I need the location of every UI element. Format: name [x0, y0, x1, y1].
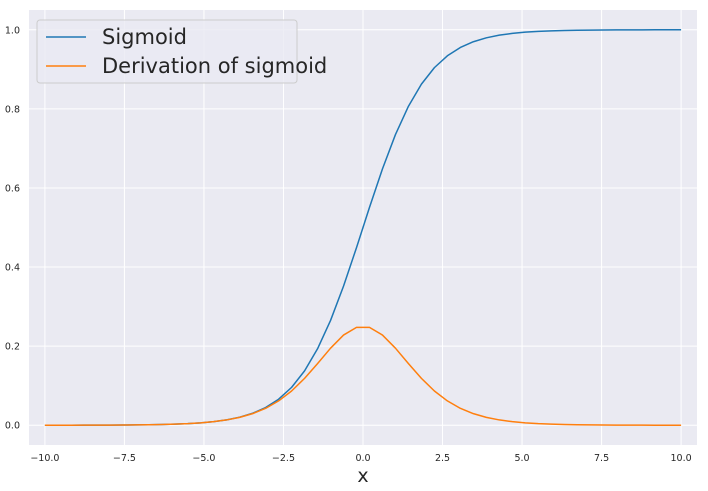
- x-tick-label: −10.0: [30, 453, 59, 464]
- sigmoid-derivative-line: [44, 326, 682, 426]
- y-tick-labels: 0.0 0.2 0.4 0.6 0.8 1.0: [5, 25, 20, 431]
- x-tick-labels: −10.0 −7.5 −5.0 −2.5 0.0 2.5 5.0 7.5 10.0: [30, 453, 691, 464]
- y-tick-label: 1.0: [5, 25, 20, 36]
- x-axis-label: x: [357, 465, 368, 487]
- y-tick-label: 0.4: [5, 263, 20, 274]
- legend-label-sigmoid: Sigmoid: [102, 25, 187, 49]
- legend-box: [36, 19, 298, 84]
- x-tick-label: 10.0: [671, 453, 692, 464]
- x-tick-label: −5.0: [192, 453, 215, 464]
- y-tick-label: 0.6: [5, 183, 20, 194]
- x-tick-label: −2.5: [272, 453, 295, 464]
- y-tick-label: 0.8: [5, 104, 20, 115]
- x-tick-label: 0.0: [355, 453, 370, 464]
- series-lines: [44, 29, 682, 426]
- x-tick-label: −7.5: [113, 453, 136, 464]
- y-tick-label: 0.2: [5, 342, 20, 353]
- x-tick-label: 2.5: [435, 453, 450, 464]
- x-tick-label: 7.5: [594, 453, 609, 464]
- legend: Sigmoid Derivation of sigmoid: [36, 19, 327, 84]
- x-tick-label: 5.0: [514, 453, 529, 464]
- y-tick-label: 0.0: [5, 421, 20, 432]
- legend-label-derivative: Derivation of sigmoid: [102, 54, 327, 78]
